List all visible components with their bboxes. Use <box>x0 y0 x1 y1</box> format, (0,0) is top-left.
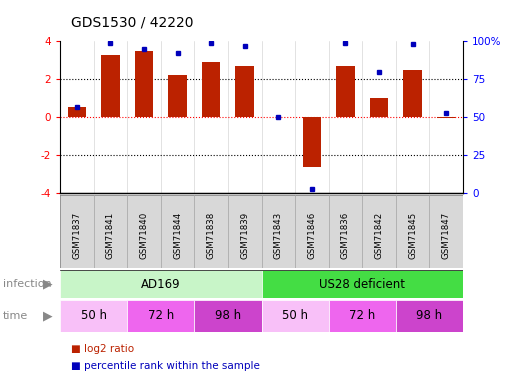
Bar <box>228 195 262 268</box>
Text: GSM71843: GSM71843 <box>274 212 283 260</box>
Text: GSM71846: GSM71846 <box>308 212 316 260</box>
Text: GSM71837: GSM71837 <box>72 212 82 260</box>
Bar <box>235 66 254 117</box>
Bar <box>161 195 195 268</box>
Bar <box>429 195 463 268</box>
Bar <box>262 300 328 332</box>
Bar <box>168 75 187 117</box>
Bar <box>336 66 355 117</box>
Bar <box>202 62 220 117</box>
Bar <box>195 300 262 332</box>
Text: ▶: ▶ <box>43 278 53 291</box>
Text: US28 deficient: US28 deficient <box>319 278 405 291</box>
Text: GSM71845: GSM71845 <box>408 212 417 260</box>
Bar <box>67 107 86 117</box>
Text: 50 h: 50 h <box>81 309 107 322</box>
Text: GSM71842: GSM71842 <box>374 212 383 260</box>
Bar <box>437 117 456 118</box>
Bar <box>370 98 388 117</box>
Text: GSM71841: GSM71841 <box>106 212 115 260</box>
Text: ■ log2 ratio: ■ log2 ratio <box>71 344 134 354</box>
Text: 50 h: 50 h <box>282 309 308 322</box>
Text: AD169: AD169 <box>141 278 180 291</box>
Bar <box>101 54 120 117</box>
Bar <box>403 70 422 117</box>
Text: 98 h: 98 h <box>215 309 241 322</box>
Bar <box>295 195 328 268</box>
Bar <box>60 300 127 332</box>
Bar <box>195 195 228 268</box>
Text: GSM71836: GSM71836 <box>341 212 350 260</box>
Bar <box>127 300 195 332</box>
Text: GSM71847: GSM71847 <box>441 212 451 260</box>
Text: ■ percentile rank within the sample: ■ percentile rank within the sample <box>71 361 259 371</box>
Text: GSM71839: GSM71839 <box>240 212 249 260</box>
Text: 98 h: 98 h <box>416 309 442 322</box>
Bar <box>262 270 463 298</box>
Bar <box>135 51 153 117</box>
Text: GSM71838: GSM71838 <box>207 212 215 260</box>
Bar <box>262 195 295 268</box>
Text: GDS1530 / 42220: GDS1530 / 42220 <box>71 16 193 30</box>
Text: 72 h: 72 h <box>349 309 376 322</box>
Bar <box>94 195 127 268</box>
Text: GSM71840: GSM71840 <box>140 212 149 260</box>
Bar <box>60 270 262 298</box>
Bar <box>328 300 396 332</box>
Text: time: time <box>3 311 28 321</box>
Bar <box>60 195 94 268</box>
Text: GSM71844: GSM71844 <box>173 212 182 260</box>
Bar <box>328 195 362 268</box>
Bar <box>362 195 396 268</box>
Bar <box>396 195 429 268</box>
Bar <box>396 300 463 332</box>
Bar <box>303 117 321 166</box>
Text: 72 h: 72 h <box>147 309 174 322</box>
Bar <box>127 195 161 268</box>
Text: ▶: ▶ <box>43 309 53 322</box>
Text: infection: infection <box>3 279 51 289</box>
